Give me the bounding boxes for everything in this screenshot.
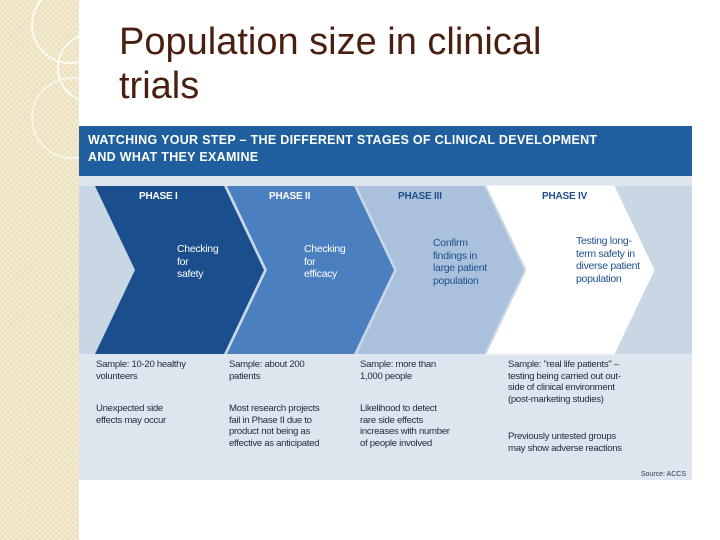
figure-source: Source: ACCS	[640, 471, 686, 478]
slide-title-line1: Population size in clinical	[119, 21, 542, 63]
phase-1-label: PHASE I	[139, 191, 178, 202]
phase-3-chevron	[357, 186, 524, 354]
decorative-circles	[31, 0, 79, 159]
phase-4-sample: Sample: "real life patients" – testing b…	[508, 359, 621, 405]
phase-4-chevron	[486, 185, 655, 355]
clinical-stages-figure: WATCHING YOUR STEP – THE DIFFERENT STAGE…	[79, 126, 692, 480]
phase-4-note: Previously untested groups may show adve…	[508, 431, 622, 454]
phase-4-description: Testing long- term safety in diverse pat…	[576, 235, 640, 285]
phase-3-description: Confirm findings in large patient popula…	[433, 237, 487, 287]
decorative-side-band	[0, 0, 79, 540]
phase-1-description: Checking for safety	[177, 243, 219, 280]
phase-4-label: PHASE IV	[542, 191, 588, 202]
phase-2-sample: Sample: about 200 patients	[229, 359, 305, 382]
phase-1-note: Unexpected side effects may occur	[96, 403, 166, 426]
phase-chevrons	[95, 185, 655, 355]
phase-3-note: Likelihood to detect rare side effects i…	[360, 403, 450, 449]
figure-header-line1: WATCHING YOUR STEP – THE DIFFERENT STAGE…	[88, 133, 598, 147]
figure-header-line2: AND WHAT THEY EXAMINE	[88, 150, 259, 164]
figure-header: WATCHING YOUR STEP – THE DIFFERENT STAGE…	[79, 126, 692, 176]
phase-1-chevron	[95, 186, 264, 354]
phase-3-label: PHASE III	[398, 191, 442, 202]
phase-2-label: PHASE II	[269, 191, 311, 202]
phase-2-description: Checking for efficacy	[304, 243, 346, 280]
phase-2-note: Most research projects fail in Phase II …	[229, 403, 320, 449]
slide-title: Population size in clinical trials	[119, 20, 639, 108]
figure-header-text: WATCHING YOUR STEP – THE DIFFERENT STAGE…	[88, 132, 688, 166]
phase-3-sample: Sample: more than 1,000 people	[360, 359, 436, 382]
phase-1-sample: Sample: 10-20 healthy volunteers	[96, 359, 186, 382]
slide-title-line2: trials	[119, 65, 200, 107]
phase-2-chevron	[227, 186, 394, 354]
